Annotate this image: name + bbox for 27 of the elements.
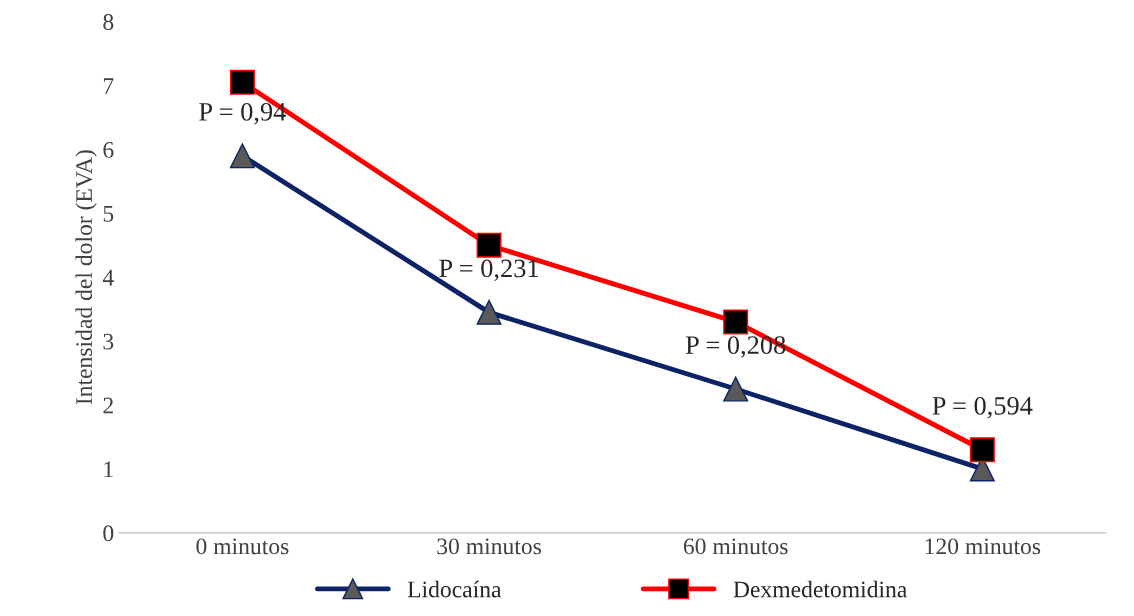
- y-axis-title: Intensidad del dolor (EVA): [75, 150, 97, 405]
- x-tick-label: 0 minutos: [196, 538, 289, 555]
- annotation: P = 0,231: [439, 259, 539, 282]
- point: [229, 143, 255, 169]
- point: [969, 437, 995, 463]
- y-tick-label: 7: [103, 78, 114, 94]
- point: [476, 232, 502, 258]
- annotation: P = 0,208: [685, 336, 786, 358]
- y-tick-label: 1: [104, 461, 113, 478]
- point: [229, 69, 255, 95]
- x-tick-label: 120 minutos: [925, 538, 1041, 555]
- point: [723, 376, 749, 402]
- x-tick-label: 30 minutos: [437, 538, 541, 555]
- annotation: P = 0,594: [932, 396, 1033, 419]
- y-tick-label: 3: [103, 333, 114, 350]
- legend-label: Lidocaína: [407, 580, 502, 598]
- y-tick-label: 5: [103, 206, 114, 222]
- legend-label: Dexmedetomidina: [733, 580, 907, 598]
- x-tick-label: 60 minutos: [683, 538, 788, 555]
- annotation: P = 0,94: [199, 102, 286, 125]
- y-tick-label: 6: [103, 141, 114, 158]
- point: [723, 309, 749, 335]
- y-tick-label: 4: [102, 269, 114, 286]
- y-tick-label: 8: [103, 14, 114, 30]
- y-tick-label: 0: [103, 525, 114, 542]
- point: [476, 299, 502, 325]
- y-tick-label: 2: [103, 397, 113, 414]
